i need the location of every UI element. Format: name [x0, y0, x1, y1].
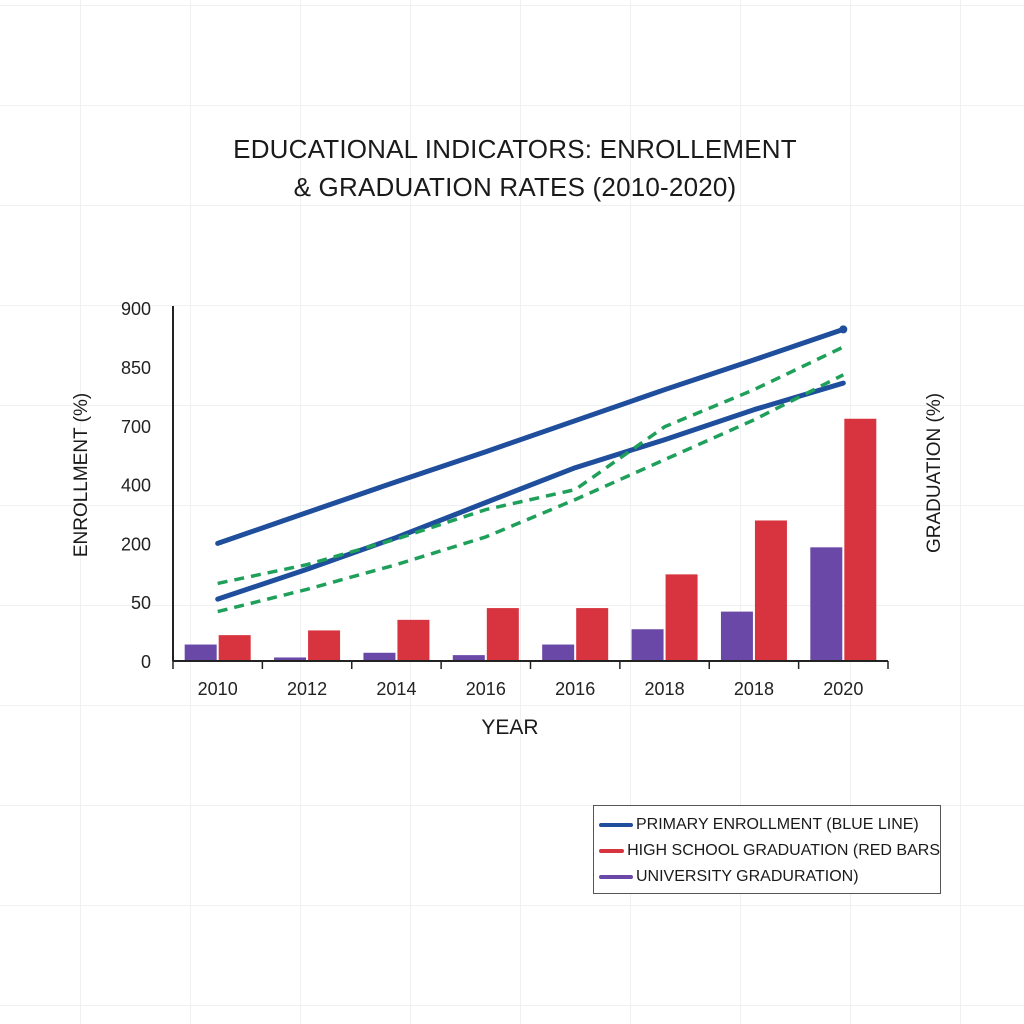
x-tick-label: 2018 — [734, 679, 774, 699]
legend-label: UNIVERSITY GRADURATION) — [636, 868, 859, 885]
trend-dashed-line — [217, 373, 845, 614]
bar-high-school — [844, 418, 877, 661]
x-tick-label: 2012 — [287, 679, 327, 699]
chart-title-line1: EDUCATIONAL INDICATORS: ENROLLEMENT — [233, 134, 797, 164]
y-tick-label: 400 — [121, 476, 151, 496]
line-end-marker — [839, 325, 848, 334]
y-tick-label: 850 — [121, 358, 151, 378]
bar-high-school — [397, 619, 430, 661]
x-tick-label: 2014 — [376, 679, 416, 699]
y-tick-label: 0 — [141, 652, 151, 672]
bar-university — [720, 611, 753, 661]
y-tick-label: 900 — [121, 299, 151, 319]
bar-university — [274, 657, 307, 661]
enrollment-line — [215, 380, 846, 602]
bar-high-school — [754, 520, 787, 661]
chart-title: EDUCATIONAL INDICATORS: ENROLLEMENT & GR… — [0, 130, 1024, 206]
trend-dashed-line — [217, 345, 845, 586]
y-axis-label: ENROLLMENT (%) — [71, 392, 92, 558]
chart-title-line2: & GRADUATION RATES (2010-2020) — [293, 172, 737, 202]
y-tick-label: 700 — [121, 417, 151, 437]
legend-item-university: UNIVERSITY GRADURATION) — [599, 864, 940, 890]
bar-university — [452, 655, 485, 661]
x-tick-label: 2016 — [555, 679, 595, 699]
legend-item-primary-enrollment: PRIMARY ENROLLMENT (BLUE LINE) — [599, 812, 940, 838]
bar-high-school — [308, 630, 341, 661]
bar-university — [184, 644, 217, 661]
legend-label: PRIMARY ENROLLMENT (BLUE LINE) — [636, 816, 919, 833]
bar-university — [810, 547, 843, 661]
bar-university — [542, 644, 575, 661]
x-tick-label: 2020 — [823, 679, 863, 699]
legend-swatch — [599, 849, 625, 853]
y-tick-label: 50 — [131, 593, 151, 613]
bar-high-school — [486, 608, 519, 661]
x-axis-label: YEAR — [481, 716, 539, 739]
bar-high-school — [218, 635, 251, 661]
legend-swatch — [599, 823, 633, 827]
legend-label: HIGH SCHOOL GRADUATION (RED BARS — [627, 842, 940, 859]
bar-university — [363, 652, 396, 661]
x-tick-label: 2016 — [466, 679, 506, 699]
x-tick-label: 2010 — [198, 679, 238, 699]
x-tick-label: 2018 — [645, 679, 685, 699]
legend: PRIMARY ENROLLMENT (BLUE LINE) HIGH SCHO… — [593, 805, 941, 894]
bar-high-school — [665, 574, 698, 661]
legend-swatch — [599, 875, 633, 879]
bar-university — [631, 629, 664, 661]
y-axis-label-right: GRADUATION (%) — [924, 392, 945, 554]
bar-high-school — [576, 608, 609, 661]
legend-item-high-school: HIGH SCHOOL GRADUATION (RED BARS — [599, 838, 940, 864]
enrollment-line — [215, 326, 846, 546]
y-tick-label: 200 — [121, 534, 151, 554]
